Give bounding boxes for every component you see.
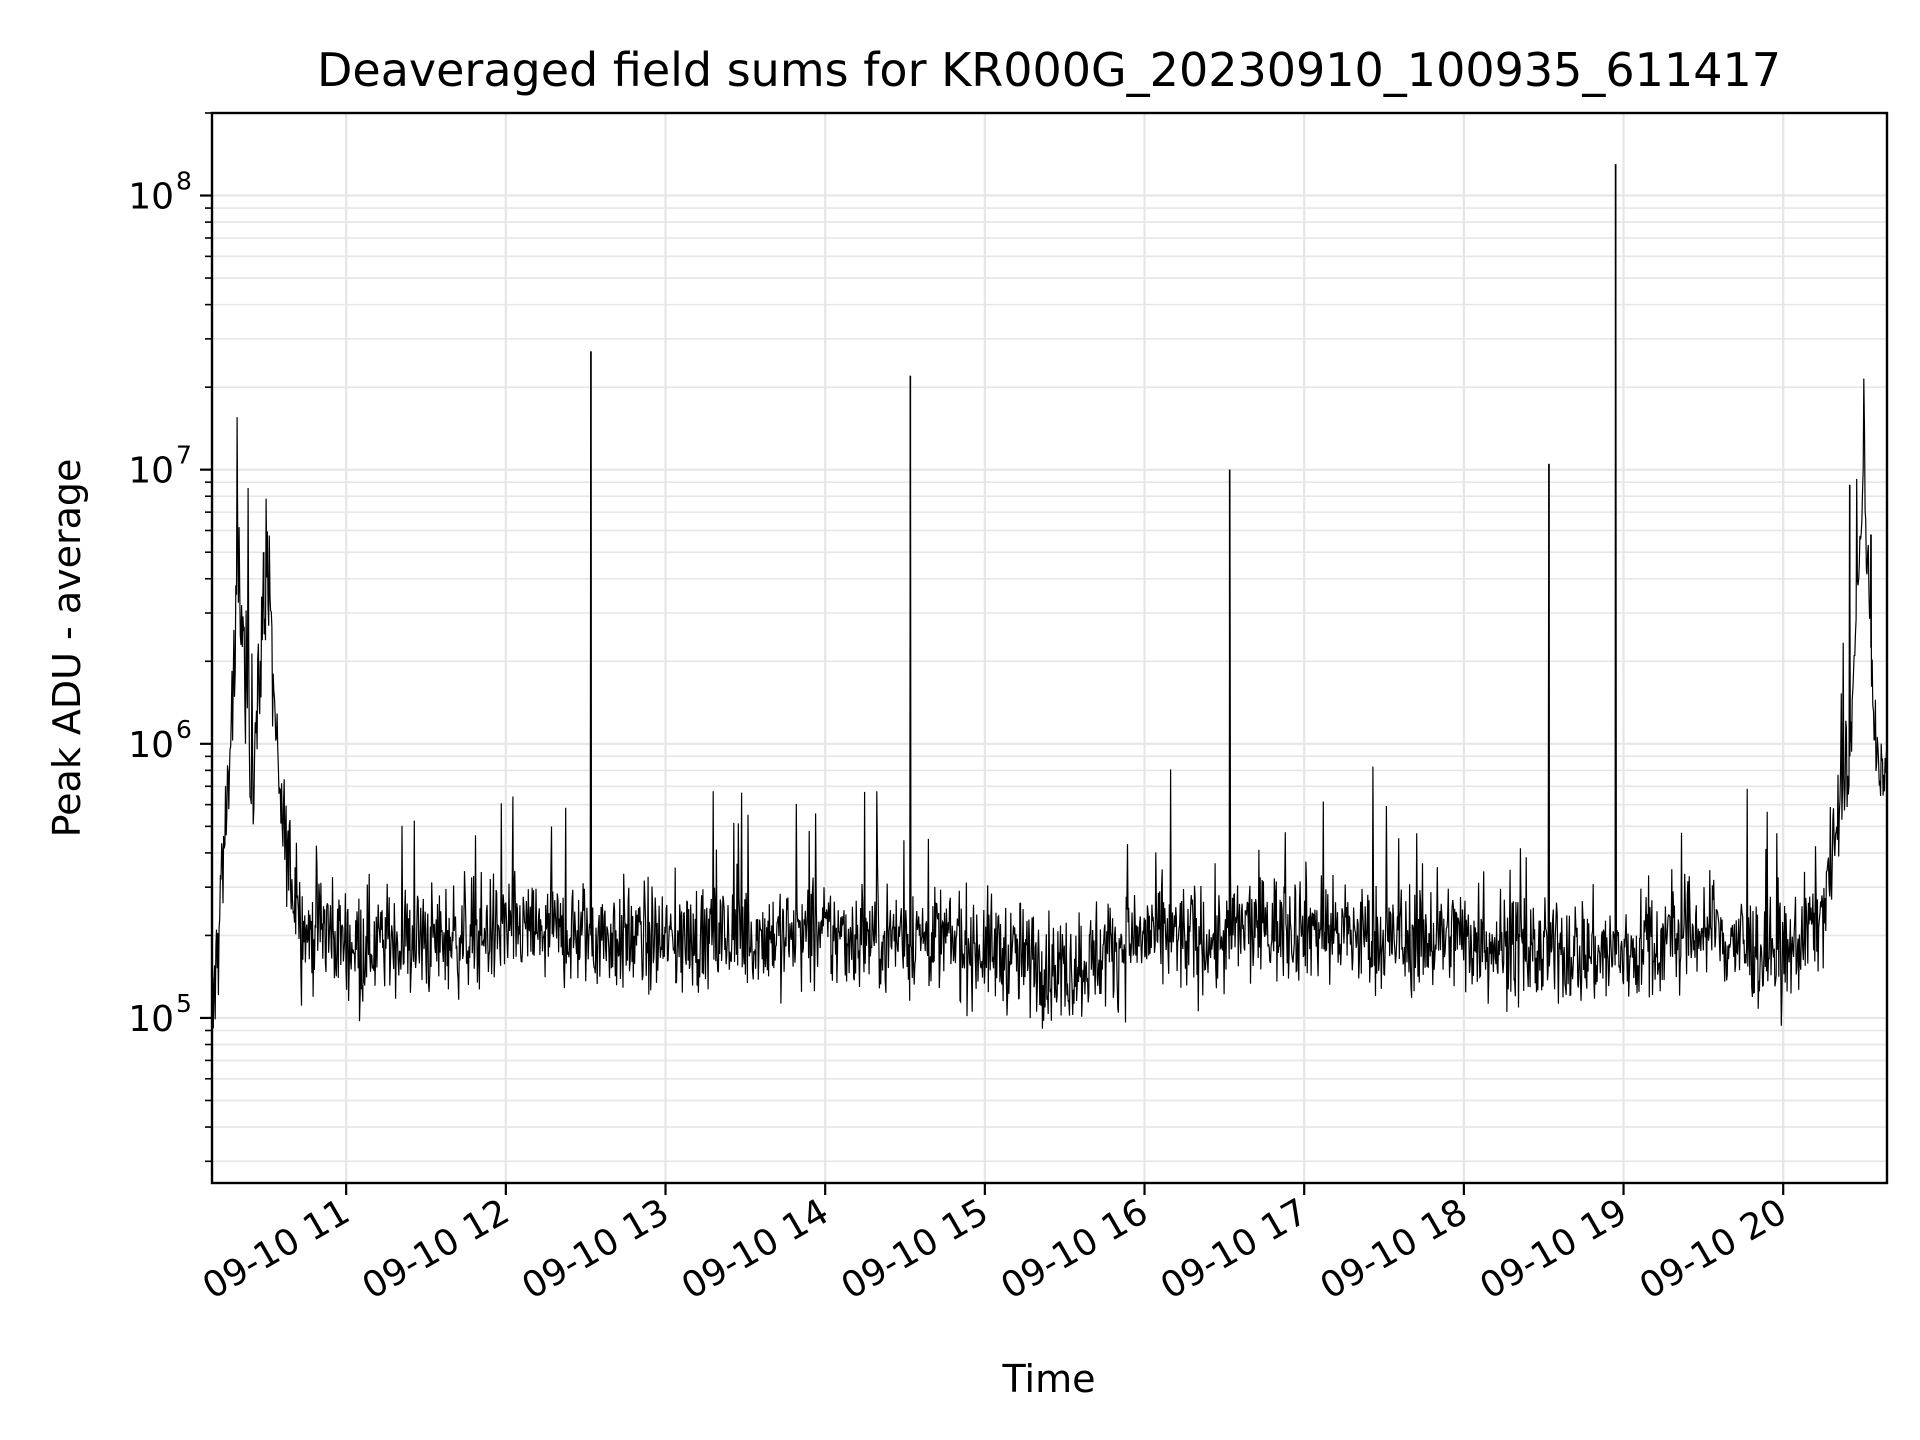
y-tick-exponent: 5 <box>176 989 192 1018</box>
x-tick-label: 09-10 20 <box>1633 1191 1794 1307</box>
x-tick-label: 09-10 17 <box>1154 1191 1315 1307</box>
x-tick-label: 09-10 16 <box>994 1191 1155 1307</box>
x-tick-label: 09-10 12 <box>356 1191 517 1307</box>
chart-title: Deaveraged field sums for KR000G_2023091… <box>317 43 1781 97</box>
plot-frame <box>210 111 1889 1185</box>
x-axis-label: Time <box>1002 1357 1096 1401</box>
x-tick-label: 09-10 18 <box>1314 1191 1475 1307</box>
y-tick-label: 10 <box>128 177 174 218</box>
y-tick-label: 10 <box>128 451 174 492</box>
y-tick-label: 10 <box>128 725 174 766</box>
series-line <box>211 164 1888 1029</box>
y-tick-exponent: 8 <box>176 167 192 196</box>
y-tick-exponent: 6 <box>176 715 192 744</box>
x-tick-label: 09-10 13 <box>515 1191 676 1307</box>
y-tick-label: 10 <box>128 999 174 1040</box>
series-line-group <box>211 164 1888 1029</box>
grid <box>212 112 1887 1183</box>
x-tick-label: 09-10 19 <box>1473 1191 1634 1307</box>
x-tick-label: 09-10 15 <box>835 1191 996 1307</box>
x-tick-label: 09-10 11 <box>196 1191 357 1307</box>
y-tick-exponent: 7 <box>176 441 192 470</box>
y-axis-label: Peak ADU - average <box>45 459 89 838</box>
x-tick-label: 09-10 14 <box>675 1191 836 1307</box>
